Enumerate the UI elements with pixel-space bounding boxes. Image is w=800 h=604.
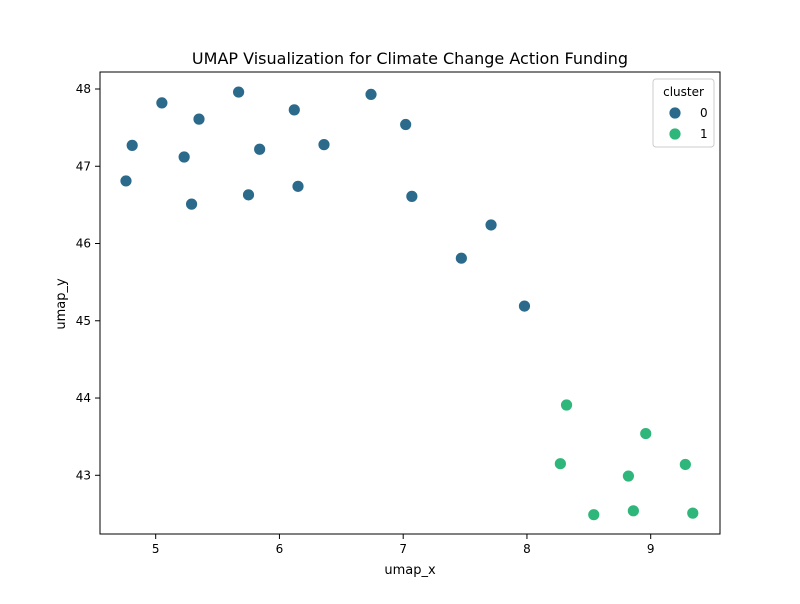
y-tick-label: 47 <box>76 159 91 173</box>
x-tick-label: 5 <box>152 542 160 556</box>
y-axis: 43 44 45 46 47 48 <box>76 82 100 482</box>
x-tick-label: 8 <box>523 542 531 556</box>
y-tick-label: 43 <box>76 468 91 482</box>
x-axis-label: umap_x <box>384 563 436 578</box>
data-point <box>192 112 206 126</box>
y-tick-label: 45 <box>76 314 91 328</box>
data-point <box>405 189 419 203</box>
data-point <box>626 504 640 518</box>
x-tick-label: 6 <box>276 542 284 556</box>
data-point <box>678 458 692 471</box>
y-axis-label: umap_y <box>54 278 69 330</box>
data-point <box>155 96 169 110</box>
plot-frame <box>99 71 721 535</box>
data-point <box>399 118 413 131</box>
series-1 <box>553 398 700 522</box>
x-tick-label: 7 <box>399 542 407 556</box>
data-point <box>317 138 331 152</box>
data-point <box>125 138 139 152</box>
data-point <box>622 469 635 483</box>
data-point <box>177 150 191 164</box>
data-point <box>232 85 246 99</box>
chart-title: UMAP Visualization for Climate Change Ac… <box>192 49 628 68</box>
legend-marker <box>668 106 682 120</box>
y-tick-label: 44 <box>76 391 91 405</box>
x-tick-label: 9 <box>647 542 655 556</box>
series-0 <box>119 85 531 313</box>
legend-label: 0 <box>700 106 708 120</box>
y-tick-label: 48 <box>76 82 91 96</box>
data-point <box>364 88 378 101</box>
data-point <box>484 218 498 232</box>
data-point <box>686 506 700 520</box>
data-point <box>454 251 468 265</box>
x-axis: 5 6 7 8 9 <box>152 534 655 556</box>
data-point <box>560 398 573 412</box>
legend-label: 1 <box>700 127 708 141</box>
data-point <box>253 142 267 156</box>
data-point <box>287 103 301 117</box>
data-point <box>553 457 567 471</box>
data-point <box>242 188 255 202</box>
data-point <box>639 427 653 440</box>
legend-title: cluster <box>663 85 704 99</box>
data-point <box>185 197 198 211</box>
data-point <box>291 179 305 193</box>
data-point <box>587 508 601 522</box>
data-point <box>119 174 133 188</box>
plot-area <box>99 71 721 535</box>
y-tick-label: 46 <box>76 237 91 251</box>
points-layer <box>119 85 700 522</box>
legend: cluster 0 1 <box>652 78 715 148</box>
legend-box <box>652 78 715 148</box>
legend-marker <box>668 127 682 141</box>
data-point <box>518 299 531 313</box>
